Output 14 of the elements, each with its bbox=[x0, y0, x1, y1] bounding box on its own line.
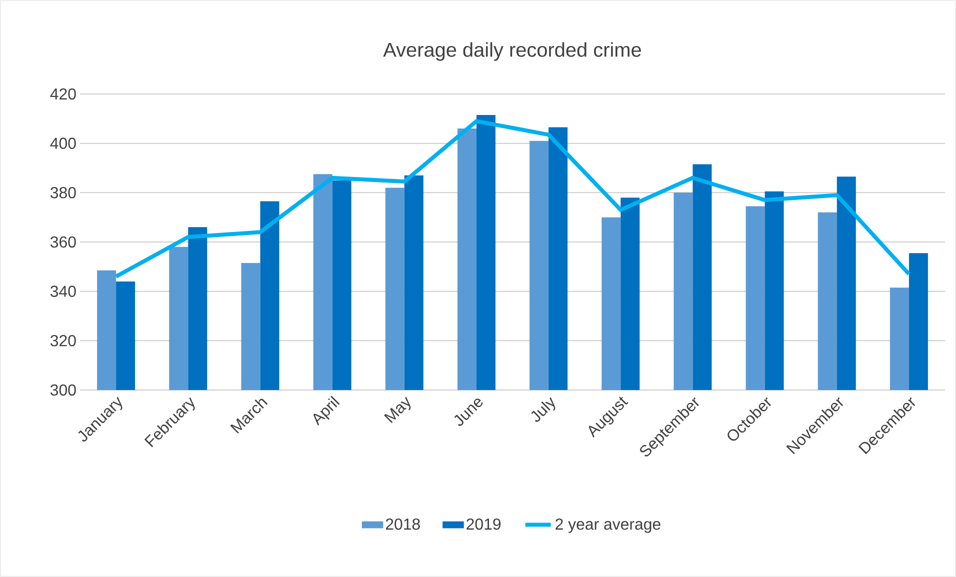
y-tick-label: 320 bbox=[50, 335, 76, 346]
y-tick-label: 300 bbox=[50, 384, 76, 396]
chart-title: Average daily recorded crime bbox=[383, 42, 641, 61]
x-tick-label: July bbox=[531, 397, 556, 422]
y-tick-label: 420 bbox=[50, 88, 76, 100]
y-tick-label: 360 bbox=[50, 236, 76, 248]
y-tick-label: 340 bbox=[50, 286, 76, 297]
y-tick-label: 400 bbox=[50, 138, 76, 149]
legend-label: 2018 bbox=[386, 518, 420, 530]
x-tick-label: May bbox=[384, 396, 411, 424]
legend-label: 2019 bbox=[466, 518, 501, 530]
y-tick-label: 380 bbox=[50, 187, 76, 198]
line-series bbox=[114, 119, 911, 279]
legend-label: 2 year average bbox=[556, 518, 660, 533]
